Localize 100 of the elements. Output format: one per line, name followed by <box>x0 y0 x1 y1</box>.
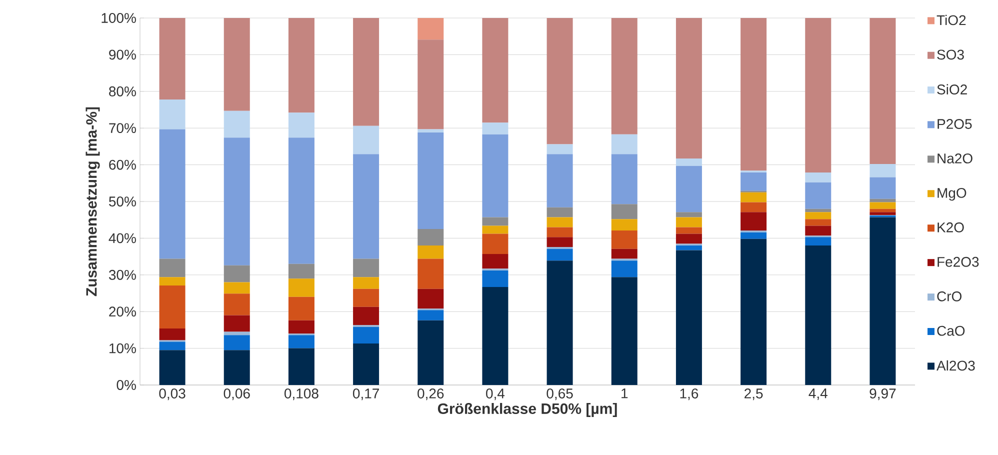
bar <box>870 198 896 202</box>
x-tick-label: 0,108 <box>284 388 318 400</box>
bar <box>482 226 508 234</box>
bar <box>159 129 186 259</box>
y-tick-label: 30% <box>108 270 136 280</box>
bar <box>482 134 508 218</box>
bar <box>288 278 314 297</box>
bar <box>159 350 186 385</box>
legend-label: SiO2 <box>937 84 967 94</box>
y-tick-label: 70% <box>109 123 136 134</box>
x-tick-label: 0,06 <box>224 388 250 400</box>
bar <box>546 237 573 248</box>
bar <box>159 342 186 350</box>
bar <box>418 258 444 289</box>
bar <box>546 154 573 208</box>
bar <box>224 282 250 294</box>
bar <box>353 258 380 278</box>
bar <box>224 335 250 350</box>
bar <box>418 129 444 132</box>
bar <box>418 288 444 309</box>
bar <box>676 217 702 228</box>
bar <box>740 212 767 230</box>
bar <box>870 217 896 385</box>
bar <box>676 250 702 385</box>
x-tick-label: 0,65 <box>546 388 573 400</box>
bar <box>740 202 767 212</box>
legend-label: Na2O <box>938 153 972 164</box>
bar <box>870 202 896 209</box>
bar <box>546 18 573 144</box>
bar <box>482 234 508 254</box>
x-axis-title: Größenklasse D50% [µm] <box>438 402 617 417</box>
x-tick-label: 4,4 <box>808 388 828 400</box>
bar <box>676 18 702 159</box>
bar <box>353 306 380 326</box>
bar <box>611 248 638 259</box>
bar <box>805 182 832 209</box>
legend-label: Al2O3 <box>936 360 975 371</box>
bar <box>805 208 832 212</box>
legend-label: P2O5 <box>938 119 972 129</box>
bar <box>611 18 638 134</box>
bar <box>224 315 250 332</box>
legend-label: Fe2O3 <box>938 256 979 267</box>
bar <box>159 99 186 130</box>
y-tick-label: 10% <box>110 343 136 354</box>
bar <box>353 126 380 154</box>
bar <box>353 18 380 126</box>
bar <box>805 18 832 173</box>
legend-label: K2O <box>938 222 964 232</box>
bar <box>870 208 896 212</box>
bar <box>482 287 508 385</box>
x-tick-label: 1 <box>622 388 628 398</box>
bar <box>224 138 250 266</box>
y-tick-label: 90% <box>109 50 136 60</box>
bar <box>611 260 638 278</box>
bar <box>482 217 508 226</box>
bar <box>740 192 767 202</box>
bar <box>224 294 250 316</box>
bar <box>611 204 638 220</box>
bar <box>159 328 186 340</box>
bar <box>482 18 508 123</box>
bar <box>546 227 573 238</box>
bar <box>288 296 314 320</box>
bar <box>418 229 444 246</box>
bar <box>159 277 186 286</box>
bar <box>805 219 832 226</box>
bar <box>159 258 186 278</box>
bar <box>418 320 444 385</box>
bar <box>805 172 832 182</box>
y-tick-label: 0% <box>116 380 136 390</box>
bar <box>159 18 186 100</box>
bar <box>353 327 380 344</box>
bar <box>805 237 832 246</box>
bar <box>224 110 250 138</box>
legend-label: TiO2 <box>936 14 966 26</box>
bar <box>418 40 444 130</box>
bar <box>611 134 638 154</box>
bar <box>740 238 767 385</box>
bar <box>611 277 638 385</box>
bar <box>353 277 380 289</box>
y-tick-label: 20% <box>109 306 136 317</box>
bar <box>676 166 702 212</box>
x-tick-label: 1,6 <box>680 388 698 400</box>
bar <box>546 217 573 228</box>
bar <box>546 248 573 261</box>
bar <box>353 344 380 385</box>
bar <box>740 172 767 191</box>
bar <box>418 132 444 230</box>
legend-label: CaO <box>937 326 965 336</box>
x-tick-label: 0,03 <box>159 388 186 400</box>
x-tick-label: 0,4 <box>486 388 505 400</box>
bar <box>676 158 702 166</box>
bar <box>740 18 767 171</box>
legend-label: MgO <box>938 188 966 201</box>
bar <box>418 18 444 40</box>
bar <box>676 212 702 218</box>
y-tick-label: 60% <box>109 160 136 170</box>
bar <box>805 226 832 236</box>
bar <box>870 18 896 164</box>
bar <box>482 254 508 269</box>
x-tick-label: 0,17 <box>352 388 379 400</box>
